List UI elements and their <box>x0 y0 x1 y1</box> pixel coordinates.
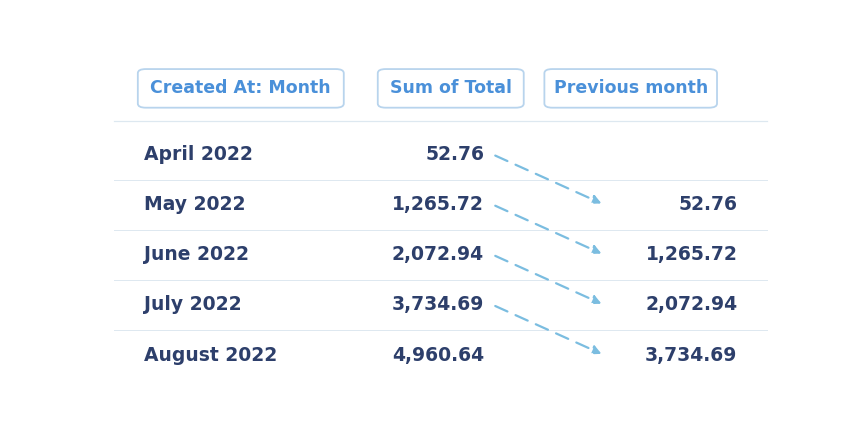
Text: 52.76: 52.76 <box>679 195 737 214</box>
FancyBboxPatch shape <box>544 69 717 108</box>
Text: 4,960.64: 4,960.64 <box>392 345 484 364</box>
Text: April 2022: April 2022 <box>144 145 253 164</box>
Text: July 2022: July 2022 <box>144 295 242 314</box>
Text: 3,734.69: 3,734.69 <box>645 345 737 364</box>
Text: 2,072.94: 2,072.94 <box>645 295 737 314</box>
FancyBboxPatch shape <box>138 69 344 108</box>
Text: August 2022: August 2022 <box>144 345 278 364</box>
Text: 2,072.94: 2,072.94 <box>392 245 484 264</box>
Text: Sum of Total: Sum of Total <box>390 79 512 97</box>
Text: 1,265.72: 1,265.72 <box>392 195 484 214</box>
Text: Previous month: Previous month <box>554 79 708 97</box>
FancyBboxPatch shape <box>378 69 524 108</box>
Text: 52.76: 52.76 <box>425 145 484 164</box>
Text: June 2022: June 2022 <box>144 245 249 264</box>
Text: 3,734.69: 3,734.69 <box>391 295 484 314</box>
Text: 1,265.72: 1,265.72 <box>646 245 737 264</box>
Text: Created At: Month: Created At: Month <box>150 79 331 97</box>
Text: May 2022: May 2022 <box>144 195 246 214</box>
